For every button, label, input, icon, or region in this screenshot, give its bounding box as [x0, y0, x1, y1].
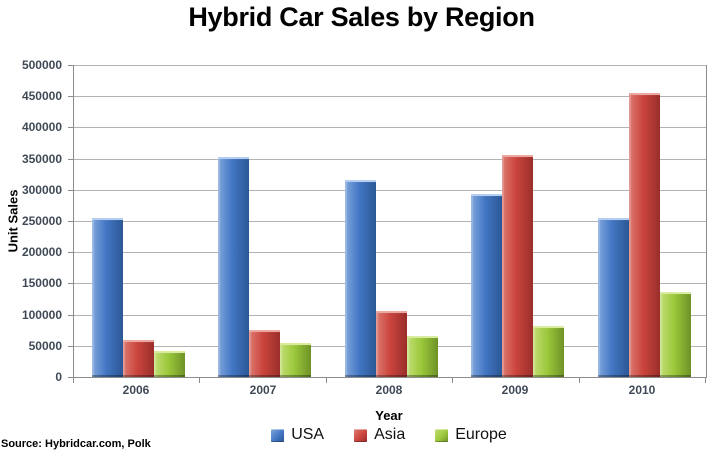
bar-europe-2009 [533, 326, 564, 377]
x-tick-label-2008: 2008 [375, 383, 403, 397]
legend-marker-usa-icon [271, 428, 285, 442]
x-tick-label-2010: 2010 [628, 383, 656, 397]
bar-usa-2008 [345, 180, 376, 377]
gridline [74, 221, 706, 222]
y-tick-label: 200000 [21, 245, 62, 259]
x-tick-mark [73, 378, 74, 383]
y-tick-mark [68, 346, 73, 347]
gridline [74, 127, 706, 128]
legend-label-usa: USA [291, 426, 325, 443]
y-tick-label: 300000 [21, 183, 62, 197]
y-tick-mark [68, 221, 73, 222]
y-tick-label: 500000 [21, 58, 62, 72]
legend-marker-asia-icon [354, 428, 368, 442]
y-tick-label: 350000 [21, 152, 62, 166]
bar-europe-2008 [407, 336, 438, 377]
x-tick-mark [199, 378, 200, 383]
legend-item-asia: Asia [354, 426, 405, 444]
x-tick-mark [452, 378, 453, 383]
y-tick-mark [68, 127, 73, 128]
bar-usa-2006 [92, 218, 123, 377]
y-tick-mark [68, 315, 73, 316]
gridline [74, 65, 706, 66]
bar-asia-2010 [629, 93, 660, 377]
y-tick-label: 50000 [28, 339, 62, 353]
legend-label-europe: Europe [455, 426, 507, 443]
y-tick-label: 250000 [21, 214, 62, 228]
x-tick-label-2007: 2007 [249, 383, 277, 397]
gridline [74, 159, 706, 160]
x-axis-title: Year [375, 408, 403, 423]
y-tick-label: 400000 [21, 120, 62, 134]
x-tick-label-2009: 2009 [501, 383, 529, 397]
legend-label-asia: Asia [374, 426, 406, 443]
x-tick-label-2006: 2006 [122, 383, 150, 397]
plot-area [73, 65, 707, 378]
y-tick-mark [68, 190, 73, 191]
y-tick-mark [68, 252, 73, 253]
y-tick-mark [68, 65, 73, 66]
bar-usa-2007 [218, 157, 249, 377]
y-tick-label: 150000 [21, 276, 62, 290]
bar-asia-2007 [249, 330, 280, 377]
y-tick-mark [68, 377, 73, 378]
bar-usa-2010 [598, 218, 629, 377]
gridline [74, 96, 706, 97]
bar-europe-2007 [280, 343, 311, 377]
y-tick-mark [68, 283, 73, 284]
legend-item-europe: Europe [435, 426, 507, 444]
gridline [74, 252, 706, 253]
bar-asia-2008 [376, 311, 407, 377]
bar-europe-2010 [660, 292, 691, 377]
gridline [74, 190, 706, 191]
bar-usa-2009 [471, 194, 502, 377]
legend-item-usa: USA [271, 426, 324, 444]
y-tick-label: 0 [55, 370, 62, 384]
gridline [74, 283, 706, 284]
y-tick-label: 450000 [21, 89, 62, 103]
y-tick-label: 100000 [21, 308, 62, 322]
legend: USA Asia Europe [73, 426, 705, 444]
bar-asia-2009 [502, 155, 533, 377]
bar-asia-2006 [123, 340, 154, 377]
legend-marker-europe-icon [435, 428, 449, 442]
x-tick-mark [579, 378, 580, 383]
y-tick-mark [68, 96, 73, 97]
x-tick-mark [705, 378, 706, 383]
y-tick-mark [68, 159, 73, 160]
chart-title: Hybrid Car Sales by Region [188, 2, 535, 32]
bar-europe-2006 [154, 351, 185, 377]
source-note: Source: Hybridcar.com, Polk [1, 438, 151, 450]
x-tick-mark [326, 378, 327, 383]
